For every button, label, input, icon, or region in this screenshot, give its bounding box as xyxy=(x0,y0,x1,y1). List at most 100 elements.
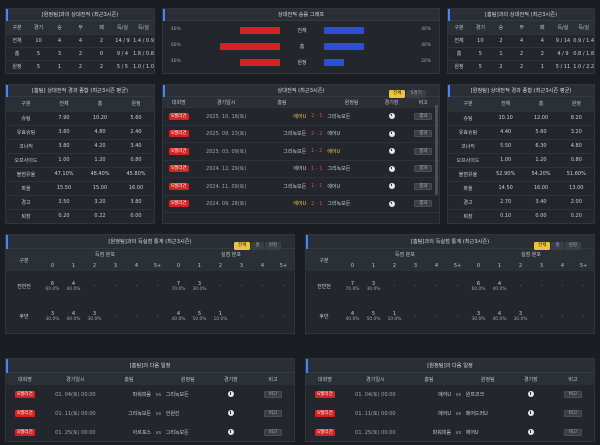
league-badge: S엘리건 xyxy=(168,200,189,208)
clock-icon[interactable] xyxy=(227,429,234,436)
percent-value: - xyxy=(135,313,138,319)
toggle-away[interactable]: 원정 xyxy=(564,242,582,250)
note-button[interactable]: 비고 xyxy=(263,391,282,398)
toggle-home[interactable]: 홈 xyxy=(551,242,564,250)
league-cell: S엘리건 xyxy=(163,125,195,143)
percent-value: - xyxy=(561,313,564,319)
result-button[interactable]: 결과 xyxy=(414,165,433,173)
home-team[interactable]: 파워피움 xyxy=(432,430,452,436)
graph-bar-away xyxy=(324,43,364,50)
result-button[interactable]: 결과 xyxy=(414,130,433,138)
away-team[interactable]: 그리녹모든 xyxy=(327,107,376,126)
away-team[interactable]: 에어U xyxy=(327,177,376,196)
home-team[interactable]: 그리녹모든 xyxy=(257,142,307,161)
percent-value: 30.0% xyxy=(192,286,207,292)
note-button[interactable]: 비고 xyxy=(563,391,582,398)
toggle-all[interactable]: 전체 xyxy=(534,242,551,250)
clock-icon[interactable] xyxy=(527,391,534,398)
clock-icon[interactable] xyxy=(227,410,234,417)
goal-count-header: 5+ xyxy=(447,260,468,271)
home-team[interactable]: 에어U xyxy=(438,411,452,417)
score-away-panel: [홈팀]과의 득실점 통계 (최근3시즌) 전체 홈 원정 구분 득점 분포 실점 분포… xyxy=(305,234,595,334)
home-team[interactable]: 그리녹모든 xyxy=(257,125,307,143)
stadium-cell xyxy=(510,404,552,423)
cell-value: 1.0 / 2.2 xyxy=(573,60,594,73)
percent-value: 10.0% xyxy=(213,316,228,322)
note-button[interactable]: 비고 xyxy=(263,429,282,436)
graph-right-pct: 40% xyxy=(421,27,431,32)
column-header: 경기 xyxy=(28,21,49,35)
away-team[interactable]: 그리녹모든 xyxy=(165,392,189,398)
toggle-away[interactable]: 원정 xyxy=(264,242,282,250)
result-button[interactable]: 결과 xyxy=(414,112,433,120)
away-team[interactable]: 그리녹모든 xyxy=(327,160,376,178)
toggle-home[interactable]: 홈 xyxy=(251,242,264,250)
home-team[interactable]: 그리녹모든 xyxy=(257,177,307,196)
column-header: 대회명 xyxy=(6,373,44,385)
toggle-5-games[interactable]: 5경기 xyxy=(406,90,426,98)
clock-icon[interactable] xyxy=(527,410,534,417)
cell-value: 6.30 xyxy=(523,139,559,154)
clock-icon[interactable] xyxy=(388,130,395,137)
percent-value: - xyxy=(519,283,522,289)
note-cell: 결과 xyxy=(407,125,439,143)
home-team[interactable]: 에어U xyxy=(257,195,307,213)
result-button[interactable]: 결과 xyxy=(414,200,433,208)
home-team[interactable]: 에어U xyxy=(257,160,307,178)
count-value: 3 xyxy=(197,280,202,287)
away-team[interactable]: 원프코크 xyxy=(465,392,485,398)
table-row: 전체 10 2 4 4 9 / 14 0.9 / 1.4 xyxy=(448,34,594,48)
result-button[interactable]: 결과 xyxy=(414,147,433,155)
matches-scrollbar[interactable] xyxy=(435,105,438,195)
graph-left-pct: 40% xyxy=(171,27,181,32)
toggle-all[interactable]: 전체 xyxy=(234,242,251,250)
away-team[interactable]: 언원킨 xyxy=(165,411,180,417)
away-team[interactable]: 에어U xyxy=(327,142,376,161)
cell-value: 52.90% xyxy=(488,167,524,182)
column-header: 구분 xyxy=(306,249,342,271)
table-row: S엘리건 01. 11(토) 00:00 에어U vs 메어드러U 비고 xyxy=(306,404,594,423)
cell-value: 10.10 xyxy=(488,111,524,126)
home-record-title: [원정팀]과의 상대전적 (최근3시즌) xyxy=(6,9,154,21)
away-team[interactable]: 에어U xyxy=(327,125,376,143)
table-row: 볼점유율 47.10% 48.40% 45.80% xyxy=(6,167,154,182)
toggle-all[interactable]: 전체 xyxy=(389,90,406,98)
column-header: 대회명 xyxy=(163,97,195,108)
clock-icon[interactable] xyxy=(388,200,395,207)
away-team[interactable]: 그리녹모든 xyxy=(327,195,376,213)
row-label: 전반전 xyxy=(317,283,331,290)
column-header: 경기 xyxy=(470,21,491,35)
home-team[interactable]: 아르포스 xyxy=(132,430,152,436)
home-team[interactable]: 그리녹모든 xyxy=(128,411,152,417)
table-row: S엘리건 01. 25(토) 00:00 아르포스 vs 그리녹모든 비고 xyxy=(6,423,294,441)
stadium-cell xyxy=(375,177,408,196)
cell-value: 14.50 xyxy=(488,181,524,196)
percent-value: 50.0% xyxy=(366,316,381,322)
away-team[interactable]: 에어U xyxy=(465,430,479,436)
cell-value: 1.00 xyxy=(46,153,82,168)
clock-icon[interactable] xyxy=(227,391,234,398)
cell-value: 0 xyxy=(91,47,112,61)
away-team[interactable]: 그리녹모든 xyxy=(165,430,189,436)
cell-value: 2.70 xyxy=(488,195,524,210)
away-team[interactable]: 메어드러U xyxy=(465,411,488,417)
percent-value: - xyxy=(582,313,585,319)
matches-title: 상대전적 (최근3시즌) 전체 5경기 xyxy=(163,85,439,98)
cell-value: 5 xyxy=(28,60,49,73)
row-label: 유효슈팅 xyxy=(448,125,488,140)
home-team[interactable]: 파워피움 xyxy=(132,392,152,398)
matches-panel: 상대전적 (최근3시즌) 전체 5경기 대회명 경기일시 홈팀 원정팀 경기장 비고 S엘리건… xyxy=(162,84,440,224)
home-team[interactable]: 에어U xyxy=(438,392,452,398)
clock-icon[interactable] xyxy=(388,113,395,119)
note-button[interactable]: 비고 xyxy=(563,410,582,417)
clock-icon[interactable] xyxy=(388,165,395,172)
table-row: 코너킥 3.80 4.20 3.40 xyxy=(6,139,154,154)
note-button[interactable]: 비고 xyxy=(563,429,582,436)
league-cell: S엘리건 xyxy=(306,404,344,423)
note-button[interactable]: 비고 xyxy=(263,410,282,417)
result-button[interactable]: 결과 xyxy=(414,182,433,190)
clock-icon[interactable] xyxy=(527,429,534,436)
clock-icon[interactable] xyxy=(388,183,395,189)
clock-icon[interactable] xyxy=(388,148,395,154)
home-team[interactable]: 에어U xyxy=(257,107,307,126)
